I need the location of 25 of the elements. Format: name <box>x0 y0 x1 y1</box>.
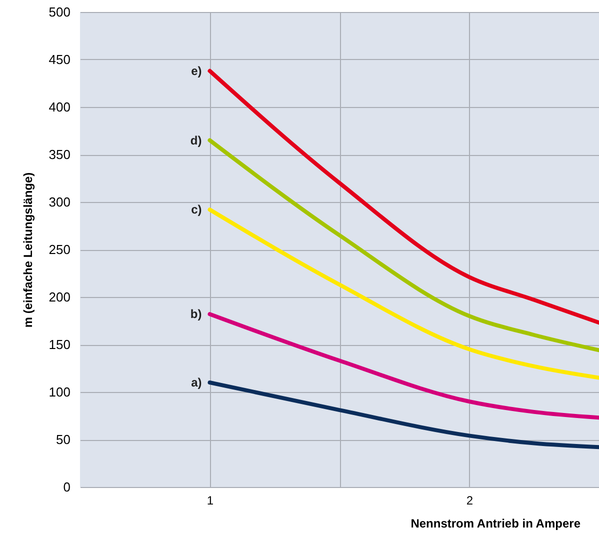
line-series <box>208 380 599 450</box>
y-tick-label: 500 <box>48 4 70 20</box>
series-label: a) <box>191 376 202 390</box>
series-label: d) <box>190 133 202 148</box>
y-tick-label: 350 <box>48 147 70 162</box>
y-tick-label: 0 <box>63 480 70 494</box>
y-tick-label: 300 <box>48 194 70 210</box>
x-axis-title: Nennstrom Antrieb in Ampere <box>410 516 581 530</box>
x-tick-label: 1 <box>206 494 214 508</box>
line-series <box>208 208 599 380</box>
y-tick-label: 150 <box>48 337 70 352</box>
x-tick-label: 2 <box>466 494 474 508</box>
y-tick-label: 200 <box>48 290 70 304</box>
y-tick-label: 450 <box>48 52 70 67</box>
line-series <box>208 312 599 420</box>
y-axis-title: m (einfache Leitungslänge) <box>20 172 35 328</box>
y-tick-label: 400 <box>48 100 70 114</box>
y-tick-label: 100 <box>48 384 70 400</box>
series-label: b) <box>190 307 202 322</box>
y-tick-label: 50 <box>56 432 70 447</box>
line-series <box>208 68 599 325</box>
y-tick-label: 250 <box>48 242 70 257</box>
series-label: e) <box>191 64 202 78</box>
line-series <box>208 138 599 352</box>
series-label: c) <box>191 202 202 217</box>
